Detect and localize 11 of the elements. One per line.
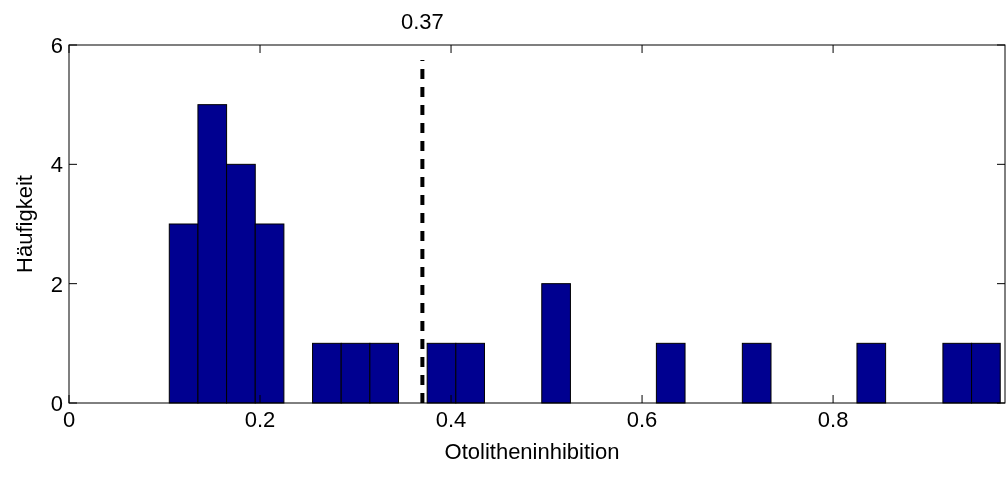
x-axis-title: Otolitheninhibition: [444, 439, 620, 464]
x-tick-label: 0.6: [626, 407, 658, 432]
x-tick-label: 0.8: [817, 407, 849, 432]
x-tick-label: 0.4: [435, 407, 467, 432]
y-tick-label: 0: [50, 391, 63, 416]
ref-line-label: 0.37: [400, 9, 444, 34]
y-tick-label: 6: [50, 33, 63, 58]
y-axis-title: Häufigkeit: [12, 175, 37, 273]
x-tick-label: 0.2: [244, 407, 276, 432]
y-tick-label: 4: [50, 152, 63, 178]
y-tick-label: 2: [50, 271, 63, 297]
